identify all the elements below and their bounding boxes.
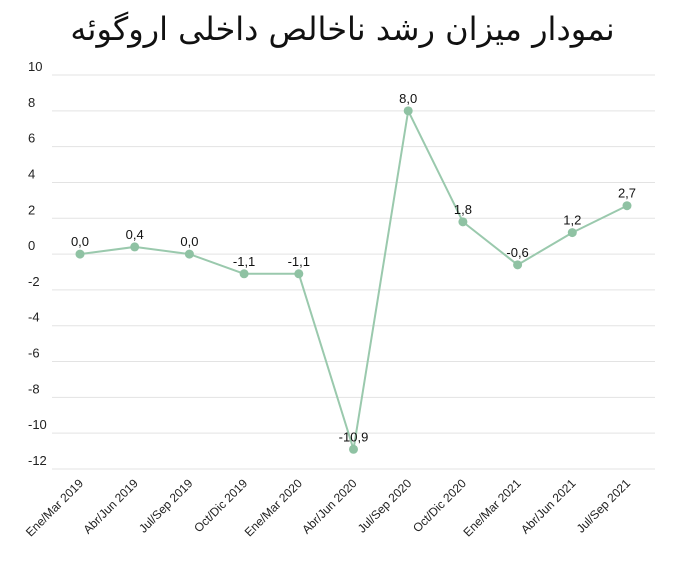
y-tick-label: -12 xyxy=(28,453,47,468)
y-tick-label: -8 xyxy=(28,381,40,396)
chart-title: نمودار میزان رشد ناخالص داخلی اروگوئه xyxy=(70,10,615,48)
data-label: 1,8 xyxy=(454,202,472,217)
x-tick-label: Ene/Mar 2019 xyxy=(23,476,86,539)
y-tick-label: 6 xyxy=(28,131,35,146)
data-point xyxy=(294,269,304,279)
y-tick-label: -6 xyxy=(28,346,40,361)
data-point xyxy=(567,228,577,238)
data-label: -0,6 xyxy=(506,245,528,260)
data-point xyxy=(458,217,468,227)
x-tick-label: Abr/Jun 2021 xyxy=(518,476,579,537)
data-point xyxy=(513,260,523,270)
data-point xyxy=(349,444,358,454)
x-tick-label: Oct/Dic 2019 xyxy=(191,476,250,535)
data-label: -10,9 xyxy=(339,429,369,444)
data-label: 0,4 xyxy=(126,227,144,242)
data-label: -1,1 xyxy=(233,254,255,269)
x-tick-label: Ene/Mar 2020 xyxy=(242,476,305,539)
y-tick-label: 8 xyxy=(28,95,35,110)
data-label: 0,0 xyxy=(71,234,89,249)
y-tick-label: -4 xyxy=(28,310,40,325)
data-point xyxy=(130,242,140,252)
y-tick-label: 10 xyxy=(28,59,42,74)
y-tick-label: 2 xyxy=(28,202,35,217)
data-label: 0,0 xyxy=(180,234,198,249)
x-tick-label: Jul/Sep 2020 xyxy=(355,476,415,536)
data-label: -1,1 xyxy=(288,254,310,269)
x-tick-label: Ene/Mar 2021 xyxy=(461,476,524,539)
data-point xyxy=(403,106,413,116)
data-point xyxy=(622,201,632,211)
data-point xyxy=(75,249,85,259)
x-tick-label: Abr/Jun 2020 xyxy=(299,476,360,537)
y-tick-label: 4 xyxy=(28,166,35,181)
x-tick-label: Jul/Sep 2021 xyxy=(574,476,634,536)
y-tick-label: 0 xyxy=(28,238,35,253)
data-label: 8,0 xyxy=(399,91,417,106)
x-tick-label: Oct/Dic 2020 xyxy=(410,476,469,535)
x-tick-label: Abr/Jun 2019 xyxy=(80,476,141,537)
y-tick-label: -10 xyxy=(28,417,47,432)
data-label: 1,2 xyxy=(563,213,581,228)
series-line xyxy=(79,109,628,451)
x-tick-label: Jul/Sep 2019 xyxy=(136,476,196,536)
data-label: 2,7 xyxy=(618,186,636,201)
y-tick-label: -2 xyxy=(28,274,40,289)
data-point xyxy=(184,249,194,259)
data-point xyxy=(239,269,249,279)
